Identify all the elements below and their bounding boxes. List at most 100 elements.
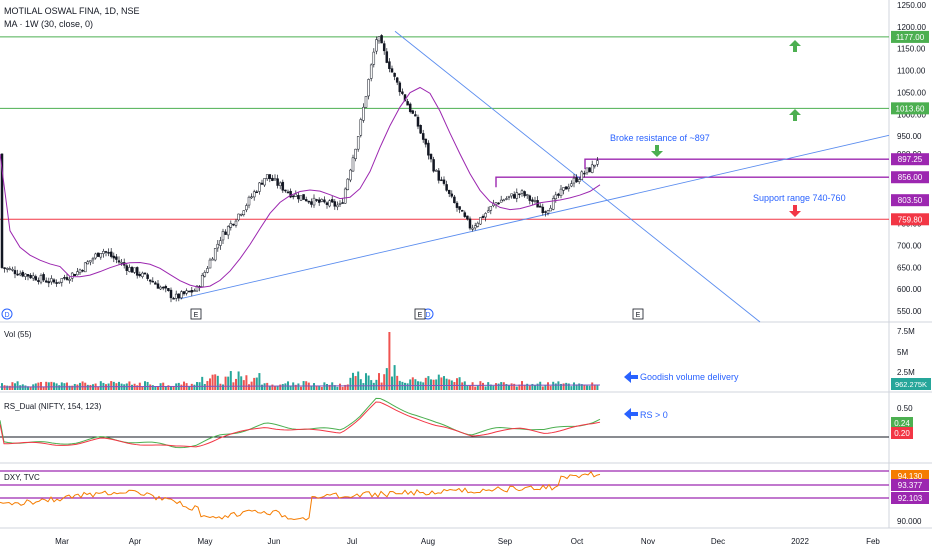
volume-bar <box>588 385 591 390</box>
volume-bar <box>294 384 297 390</box>
volume-bar <box>242 380 245 390</box>
volume-tick-label: 5M <box>897 348 908 357</box>
candle-body <box>297 195 300 200</box>
candle-body <box>200 275 204 287</box>
candle-body <box>52 279 56 283</box>
candle-body <box>50 278 53 283</box>
volume-bar <box>411 377 414 390</box>
volume-bar <box>422 382 425 390</box>
volume-bar <box>466 385 469 390</box>
candle-body <box>476 222 480 227</box>
volume-bar <box>383 374 386 390</box>
volume-bar <box>183 381 185 390</box>
volume-bar <box>443 376 445 390</box>
volume-bar <box>99 381 102 390</box>
candle-body <box>455 202 459 208</box>
candle-body <box>554 194 558 200</box>
dxy-badge-label: 92.103 <box>898 494 923 503</box>
volume-bar <box>172 386 175 390</box>
ma-line <box>0 86 601 289</box>
volume-bar <box>16 381 19 390</box>
candle-body <box>588 167 591 173</box>
candle-body <box>525 194 529 196</box>
price-badge-label: 856.00 <box>898 173 923 182</box>
candle-body <box>143 272 147 275</box>
volume-bar <box>513 383 516 390</box>
candle-body <box>486 210 490 213</box>
candle-body <box>320 199 324 202</box>
volume-bar <box>154 386 157 390</box>
volume-bar <box>201 376 204 390</box>
volume-bar <box>71 385 74 390</box>
volume-bar <box>66 382 68 390</box>
candle-body <box>382 43 386 52</box>
volume-bar <box>50 381 53 390</box>
volume-bar <box>437 374 440 390</box>
volume-bar <box>313 383 315 390</box>
candle-body <box>577 179 581 182</box>
annotation-volume: Goodish volume delivery <box>640 372 739 382</box>
candle-body <box>112 255 116 259</box>
volume-bar <box>320 386 323 390</box>
volume-bar <box>456 378 458 390</box>
candle-body <box>65 277 69 280</box>
volume-bar <box>110 381 113 390</box>
candle-body <box>523 191 526 197</box>
volume-bar <box>315 385 318 390</box>
candle-body <box>424 138 428 145</box>
price-badge <box>891 30 929 43</box>
time-tick-label: Apr <box>129 537 142 546</box>
candle-body <box>463 212 467 217</box>
volume-bar <box>388 332 391 390</box>
candle-body <box>510 193 513 197</box>
volume-bar <box>385 368 388 390</box>
volume-tick-label: 7.5M <box>897 327 915 336</box>
rs-badge <box>891 427 913 439</box>
candle-body <box>11 268 14 271</box>
symbol-title: MOTILAL OSWAL FINA, 1D, NSE <box>4 6 140 16</box>
candle-body <box>437 170 441 181</box>
volume-bar <box>27 386 29 390</box>
volume-bar <box>391 376 393 390</box>
time-tick-label: Nov <box>641 537 655 546</box>
candle-body <box>408 103 412 112</box>
candle-body <box>39 275 43 283</box>
volume-bar <box>146 381 149 390</box>
dxy-tick-label: 90.000 <box>897 517 922 526</box>
price-tick-label: 1250.00 <box>897 1 926 10</box>
candle-body <box>377 36 381 42</box>
candle-body <box>60 278 64 283</box>
candle-body <box>63 277 66 279</box>
candle-body <box>57 281 61 284</box>
volume-bar <box>318 385 321 390</box>
uptrend-line <box>179 134 890 300</box>
volume-bar <box>8 385 11 390</box>
volume-bar <box>263 383 266 390</box>
candle-body <box>109 251 113 257</box>
price-badge-label: 803.50 <box>898 196 923 205</box>
volume-bar <box>393 365 396 390</box>
candle-body <box>37 280 40 282</box>
candle-body <box>128 267 131 272</box>
volume-bar <box>3 385 6 390</box>
candle-body <box>546 210 550 214</box>
price-badge <box>891 102 929 115</box>
candle-body <box>182 291 186 295</box>
candle-body <box>281 181 285 191</box>
candle-body <box>310 201 313 205</box>
volume-bar <box>60 382 63 390</box>
candle-body <box>174 293 178 299</box>
volume-bar <box>596 385 599 390</box>
candle-body <box>138 274 142 277</box>
candle-body <box>120 262 123 264</box>
volume-bar <box>19 385 22 390</box>
volume-bar <box>497 383 500 390</box>
candle-body <box>343 188 347 204</box>
candle-body <box>190 290 194 293</box>
volume-bar <box>508 384 510 390</box>
candle-body <box>460 210 464 212</box>
volume-bar <box>164 386 167 390</box>
candle-body <box>211 258 214 261</box>
rs-tick-label: 0.50 <box>897 404 913 413</box>
volume-bar <box>328 384 331 390</box>
